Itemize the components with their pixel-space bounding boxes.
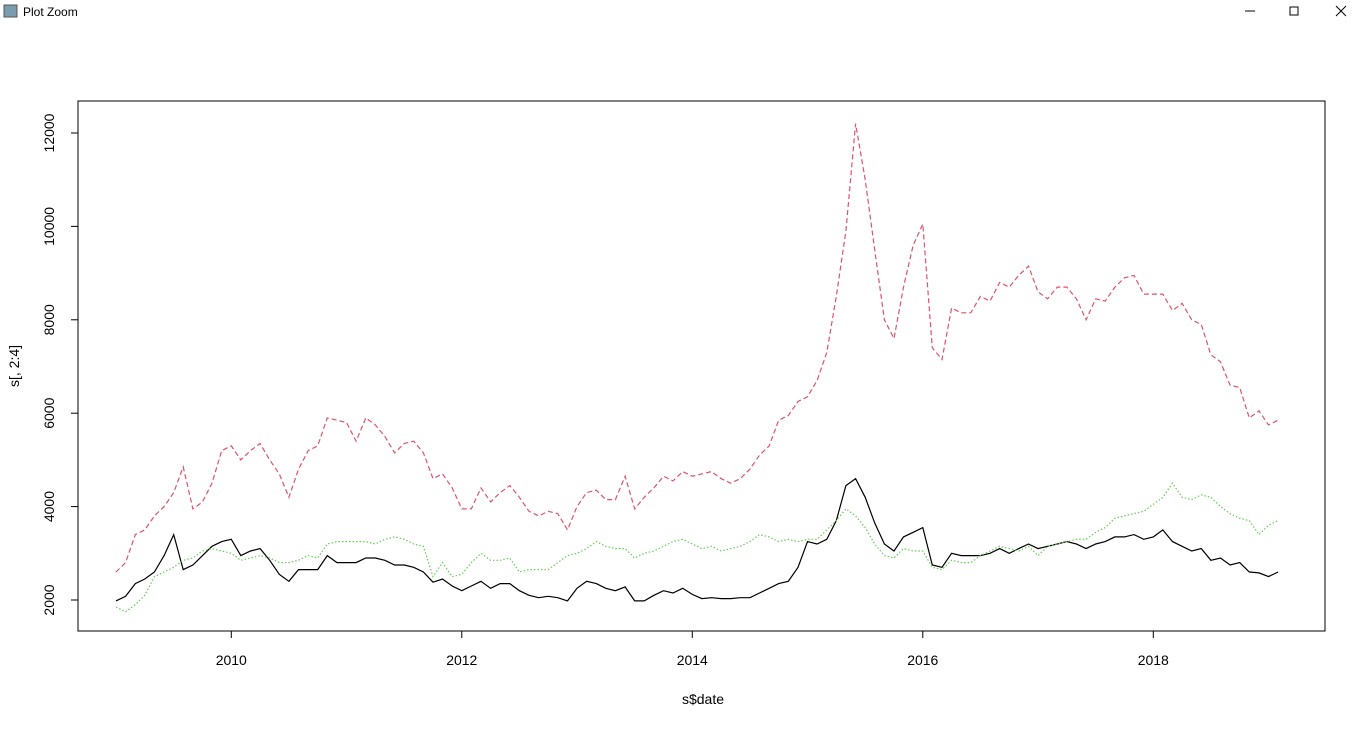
x-tick-label: 2010 xyxy=(216,652,247,668)
x-tick-label: 2016 xyxy=(907,652,938,668)
window-title: Plot Zoom xyxy=(23,5,78,19)
x-tick-label: 2014 xyxy=(677,652,708,668)
restore-button[interactable] xyxy=(1289,6,1299,16)
app-icon xyxy=(3,4,18,18)
series-line xyxy=(115,123,1279,573)
y-tick-label: 10000 xyxy=(41,207,57,246)
series-line xyxy=(115,482,1279,613)
y-tick-label: 12000 xyxy=(41,113,57,152)
x-axis-title: s$date xyxy=(682,691,724,707)
y-tick-label: 6000 xyxy=(41,397,57,428)
y-tick-label: 8000 xyxy=(41,304,57,335)
close-button[interactable] xyxy=(1335,5,1347,17)
x-tick-label: 2012 xyxy=(446,652,477,668)
series-line xyxy=(115,477,1279,602)
x-tick-label: 2018 xyxy=(1138,652,1169,668)
plot-box xyxy=(77,100,1326,632)
y-axis-title: s[, 2:4] xyxy=(6,345,22,387)
y-tick-label: 4000 xyxy=(41,491,57,522)
y-tick-label: 2000 xyxy=(41,584,57,615)
